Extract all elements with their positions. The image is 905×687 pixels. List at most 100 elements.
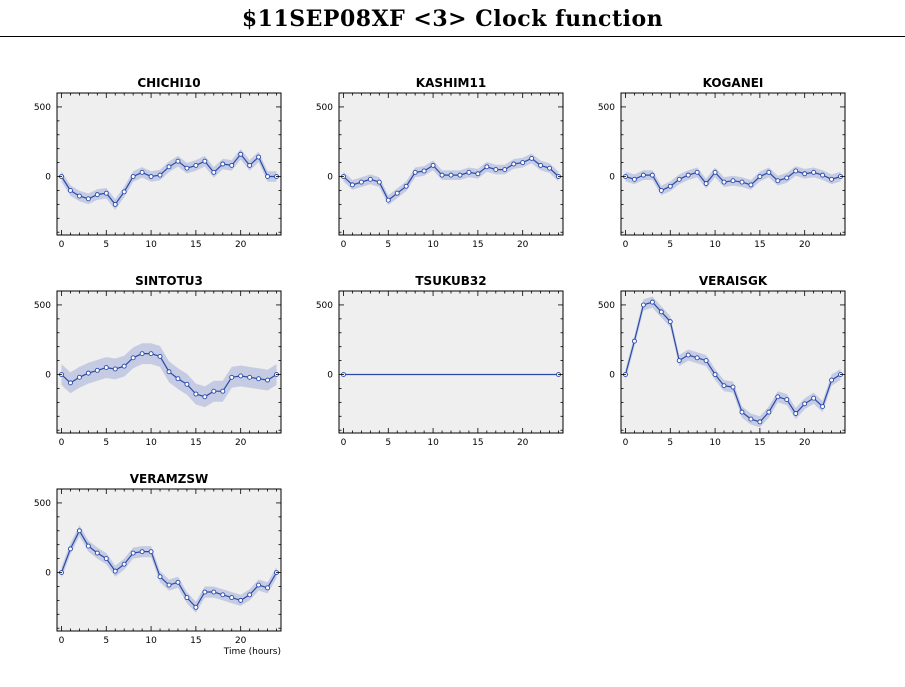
data-point [676, 176, 682, 182]
plot-area [621, 93, 845, 235]
clock-panel-chichi10: CHICHI10 0 5 10 15 20 0 500 [34, 76, 282, 250]
data-point [403, 183, 409, 189]
x-tick-label: 15 [472, 438, 483, 448]
data-point [484, 164, 490, 170]
data-point [820, 404, 826, 409]
data-point [412, 169, 418, 175]
x-axis-label: Time (hours) [223, 647, 281, 657]
y-tick-label: 0 [45, 173, 51, 183]
data-point [367, 176, 373, 182]
x-tick-label: 15 [754, 438, 765, 448]
panel-title: CHICHI10 [137, 76, 200, 90]
data-point [265, 377, 271, 383]
data-point [247, 162, 253, 168]
data-point [685, 352, 691, 358]
data-point [748, 416, 754, 422]
data-point [247, 374, 253, 380]
data-point [730, 178, 736, 184]
data-point [676, 358, 682, 364]
data-point [631, 338, 637, 344]
x-tick-label: 15 [472, 240, 483, 250]
data-point [421, 168, 427, 174]
data-point [220, 592, 226, 598]
data-point [193, 391, 199, 397]
data-point [376, 179, 382, 185]
x-tick-label: 15 [190, 636, 201, 646]
data-point [658, 188, 664, 193]
data-point [448, 172, 454, 178]
data-point [757, 174, 763, 179]
clock-panel-koganei: KOGANEI 0 5 10 15 20 0 500 [598, 76, 846, 250]
x-tick-label: 20 [799, 438, 811, 448]
y-tick-label: 0 [45, 569, 51, 579]
x-tick-label: 20 [517, 438, 529, 448]
x-tick-label: 20 [235, 240, 247, 250]
y-tick-label: 500 [598, 301, 615, 311]
data-point [238, 373, 244, 379]
x-tick-label: 0 [623, 240, 629, 250]
data-point [640, 302, 646, 308]
data-point [256, 376, 262, 382]
y-tick-label: 500 [316, 103, 333, 113]
x-tick-label: 5 [103, 240, 109, 250]
data-point [394, 190, 400, 196]
x-tick-label: 10 [709, 240, 721, 250]
data-point [130, 174, 136, 179]
x-tick-label: 10 [427, 438, 439, 448]
data-point [148, 174, 154, 179]
data-point [775, 178, 781, 184]
data-point [193, 604, 199, 610]
data-point [157, 353, 163, 359]
data-point [85, 543, 91, 549]
data-point [211, 589, 217, 595]
data-point [184, 165, 190, 171]
data-point [802, 401, 808, 407]
data-point [358, 179, 364, 185]
data-point [547, 165, 553, 171]
data-point [721, 383, 727, 389]
data-point [148, 549, 154, 555]
data-point [256, 154, 262, 160]
x-tick-label: 5 [385, 438, 391, 448]
data-point [631, 176, 637, 182]
data-point [667, 319, 673, 325]
y-tick-label: 0 [609, 371, 615, 381]
data-point [739, 409, 745, 415]
data-point [757, 419, 763, 425]
data-point [811, 395, 817, 401]
data-point [748, 182, 754, 188]
data-point [121, 561, 127, 567]
title-divider [0, 36, 905, 37]
y-tick-label: 500 [598, 103, 615, 113]
data-point [766, 409, 772, 415]
y-tick-label: 500 [316, 301, 333, 311]
data-point [820, 172, 826, 178]
error-band [61, 525, 277, 613]
data-point [721, 179, 727, 185]
data-point [811, 169, 817, 175]
data-point [775, 394, 781, 400]
data-point [220, 161, 226, 167]
data-point [85, 370, 91, 376]
data-point [175, 158, 181, 164]
clock-panel-veramzsw: VERAMZSW 0 5 10 15 20 0 500 Time (hours) [34, 472, 282, 657]
x-tick-label: 5 [103, 636, 109, 646]
data-point [649, 299, 655, 305]
data-point [712, 372, 718, 377]
x-tick-label: 10 [145, 240, 157, 250]
data-point [265, 585, 271, 591]
panel-title: VERAMZSW [130, 472, 209, 486]
data-point [694, 355, 700, 361]
data-point [139, 351, 145, 357]
data-point [529, 155, 535, 161]
data-point [229, 595, 235, 601]
panel-title: SINTOTU3 [135, 274, 203, 288]
x-tick-label: 10 [145, 438, 157, 448]
data-point [67, 188, 73, 193]
y-tick-label: 500 [34, 103, 51, 113]
panel-title: KOGANEI [703, 76, 764, 90]
data-point [175, 376, 181, 382]
data-point [166, 582, 172, 588]
x-tick-label: 5 [385, 240, 391, 250]
x-tick-label: 0 [59, 636, 65, 646]
